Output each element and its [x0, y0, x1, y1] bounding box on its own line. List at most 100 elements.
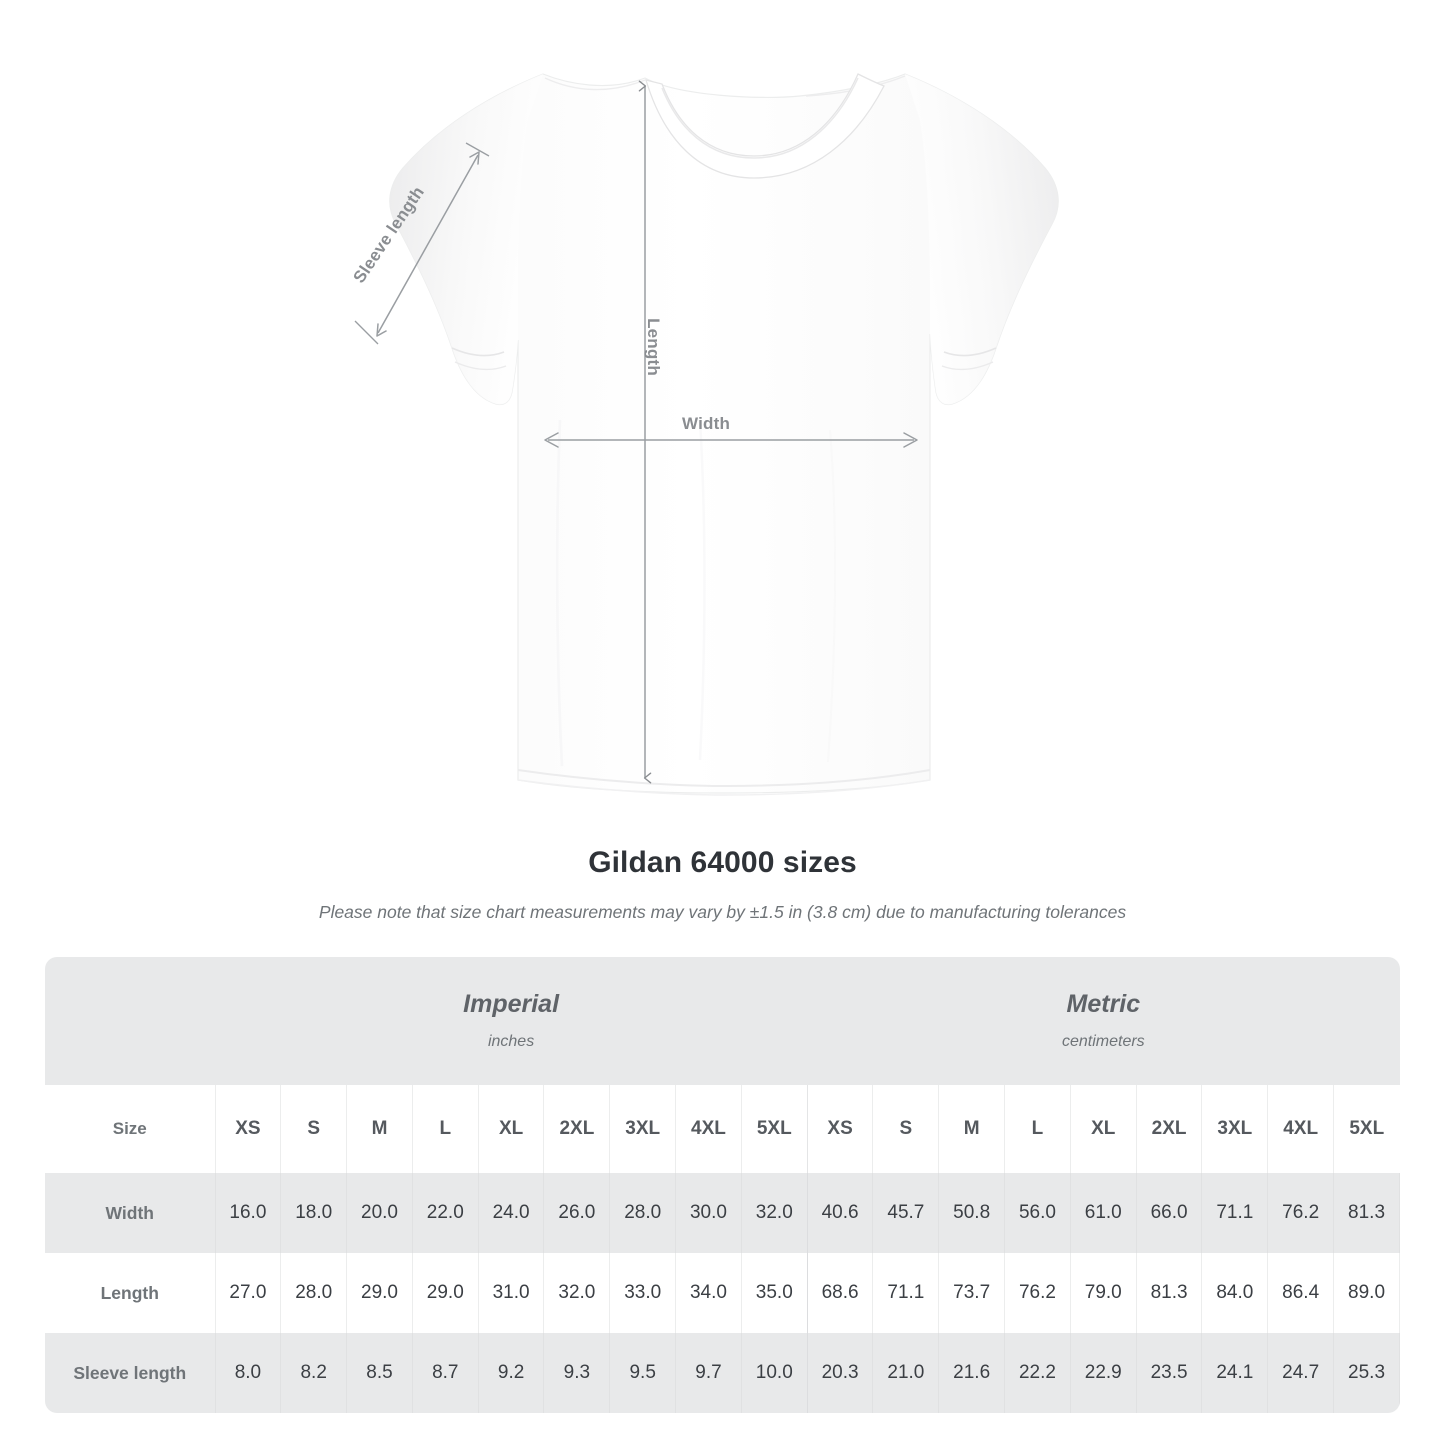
unit-group-name: Imperial — [463, 989, 560, 1018]
cell-width-imperial-l: 22.0 — [412, 1173, 479, 1253]
size-header-metric-3xl: 3XL — [1201, 1085, 1269, 1173]
cell-sleeve-length-metric-s: 21.0 — [872, 1333, 940, 1413]
cell-sleeve-length-metric-5xl: 25.3 — [1333, 1333, 1400, 1413]
cell-length-metric-l: 76.2 — [1004, 1253, 1071, 1333]
chart-heading: Gildan 64000 sizes Please note that size… — [0, 846, 1445, 923]
size-chart-table: Imperial inches Metric centimeters Size XS S M L… — [45, 957, 1400, 1413]
table-row: Width 16.0 18.0 20.0 22.0 24.0 26.0 28.0 30.0 32.… — [45, 1173, 1400, 1253]
left-sleeve — [389, 74, 543, 405]
fabric-folds — [555, 419, 837, 767]
sleeve-dimension-line — [354, 142, 490, 345]
right-sleeve-hem — [943, 347, 997, 357]
cell-width-imperial-xs: 16.0 — [215, 1173, 282, 1253]
cell-length-metric-5xl: 89.0 — [1333, 1253, 1400, 1333]
cell-sleeve-length-metric-l: 22.2 — [1004, 1333, 1071, 1413]
size-header-metric-l: L — [1004, 1085, 1071, 1173]
size-header-imperial-m: M — [346, 1085, 413, 1173]
width-dimension-line — [544, 432, 918, 448]
cell-width-metric-xl: 61.0 — [1070, 1173, 1137, 1253]
cell-length-imperial-xl: 31.0 — [478, 1253, 545, 1333]
size-header-imperial-5xl: 5XL — [741, 1085, 808, 1173]
unit-group-imperial: Imperial inches — [215, 957, 808, 1085]
size-header-label: Size — [45, 1085, 216, 1173]
cell-sleeve-length-imperial-l: 8.7 — [412, 1333, 479, 1413]
bottom-hem-inner — [517, 779, 931, 796]
unit-group-sub: centimeters — [1061, 1033, 1145, 1051]
length-label: Length — [643, 318, 663, 376]
size-header-imperial-l: L — [412, 1085, 479, 1173]
cell-width-imperial-5xl: 32.0 — [741, 1173, 808, 1253]
table-row: Length 27.0 28.0 29.0 29.0 31.0 32.0 33.0 34.0 35… — [45, 1253, 1400, 1333]
size-header-imperial-xs: XS — [215, 1085, 282, 1173]
size-header-imperial-s: S — [280, 1085, 348, 1173]
right-sleeve-hem-inner — [941, 361, 994, 371]
right-sleeve — [905, 74, 1059, 405]
cell-sleeve-length-metric-4xl: 24.7 — [1267, 1333, 1335, 1413]
size-header-imperial-4xl: 4XL — [675, 1085, 742, 1173]
cell-width-imperial-xl: 24.0 — [478, 1173, 545, 1253]
cell-length-metric-s: 71.1 — [872, 1253, 940, 1333]
width-label: Width — [682, 414, 731, 433]
unit-group-sub: inches — [487, 1033, 535, 1051]
unit-group-name: Metric — [1066, 989, 1141, 1018]
left-sleeve-hem-inner — [454, 361, 507, 371]
left-shoulder-seam — [544, 77, 646, 91]
cell-sleeve-length-metric-m: 21.6 — [938, 1333, 1006, 1413]
cell-sleeve-length-metric-3xl: 24.1 — [1201, 1333, 1269, 1413]
tshirt-diagram: Sleeve length Length Width — [349, 73, 1059, 796]
cell-width-metric-5xl: 81.3 — [1333, 1173, 1400, 1253]
row-label-length: Length — [45, 1253, 216, 1333]
size-header-metric-5xl: 5XL — [1333, 1085, 1400, 1173]
page-title: Gildan 64000 sizes — [588, 846, 857, 879]
cell-width-metric-l: 56.0 — [1004, 1173, 1071, 1253]
cell-length-imperial-m: 29.0 — [346, 1253, 413, 1333]
unit-header-row: Imperial inches Metric centimeters — [45, 957, 1400, 1085]
cell-length-imperial-5xl: 35.0 — [741, 1253, 808, 1333]
size-header-metric-s: S — [872, 1085, 940, 1173]
size-header-row: Size XS S M L XL 2XL 3XL 4XL 5XL XS S M L XL 2XL 3XL 4XL 5… — [45, 1085, 1400, 1173]
cell-length-metric-m: 73.7 — [938, 1253, 1006, 1333]
cell-width-metric-xs: 40.6 — [807, 1173, 874, 1253]
cell-length-metric-2xl: 81.3 — [1136, 1253, 1203, 1333]
row-label-width: Width — [45, 1173, 216, 1253]
bottom-hem — [517, 769, 931, 788]
size-header-metric-4xl: 4XL — [1267, 1085, 1335, 1173]
size-header-metric-m: M — [938, 1085, 1006, 1173]
cell-width-metric-m: 50.8 — [938, 1173, 1006, 1253]
cell-sleeve-length-imperial-3xl: 9.5 — [609, 1333, 677, 1413]
cell-width-metric-2xl: 66.0 — [1136, 1173, 1203, 1253]
size-chart-table-wrap: Imperial inches Metric centimeters Size XS S M L… — [45, 957, 1400, 1413]
size-header-imperial-3xl: 3XL — [609, 1085, 677, 1173]
cell-sleeve-length-imperial-m: 8.5 — [346, 1333, 413, 1413]
cell-width-imperial-2xl: 26.0 — [543, 1173, 611, 1253]
cell-length-imperial-xs: 27.0 — [215, 1253, 282, 1333]
cell-width-imperial-m: 20.0 — [346, 1173, 413, 1253]
cell-width-metric-4xl: 76.2 — [1267, 1173, 1335, 1253]
size-header-metric-xs: XS — [807, 1085, 874, 1173]
size-header-imperial-2xl: 2XL — [543, 1085, 611, 1173]
cell-length-metric-xl: 79.0 — [1070, 1253, 1137, 1333]
row-label-sleeve-length: Sleeve length — [45, 1333, 216, 1413]
cell-sleeve-length-imperial-s: 8.2 — [280, 1333, 348, 1413]
unit-header-corner — [45, 957, 215, 1085]
size-header-metric-xl: XL — [1070, 1085, 1137, 1173]
cell-width-imperial-s: 18.0 — [280, 1173, 348, 1253]
cell-length-metric-4xl: 86.4 — [1267, 1253, 1335, 1333]
cell-sleeve-length-metric-xs: 20.3 — [807, 1333, 874, 1413]
cell-width-metric-3xl: 71.1 — [1201, 1173, 1269, 1253]
size-header-metric-2xl: 2XL — [1136, 1085, 1203, 1173]
cell-sleeve-length-metric-xl: 22.9 — [1070, 1333, 1137, 1413]
cell-length-imperial-2xl: 32.0 — [543, 1253, 611, 1333]
cell-sleeve-length-imperial-2xl: 9.3 — [543, 1333, 611, 1413]
cell-length-imperial-l: 29.0 — [412, 1253, 479, 1333]
cell-sleeve-length-imperial-xs: 8.0 — [215, 1333, 282, 1413]
cell-width-imperial-3xl: 28.0 — [609, 1173, 677, 1253]
unit-group-metric: Metric centimeters — [807, 957, 1400, 1085]
cell-length-imperial-4xl: 34.0 — [675, 1253, 742, 1333]
cell-sleeve-length-imperial-4xl: 9.7 — [675, 1333, 742, 1413]
cell-width-imperial-4xl: 30.0 — [675, 1173, 742, 1253]
cell-sleeve-length-metric-2xl: 23.5 — [1136, 1333, 1203, 1413]
tshirt-illustration — [354, 73, 1059, 796]
cell-sleeve-length-imperial-5xl: 10.0 — [741, 1333, 808, 1413]
collar — [645, 73, 885, 179]
